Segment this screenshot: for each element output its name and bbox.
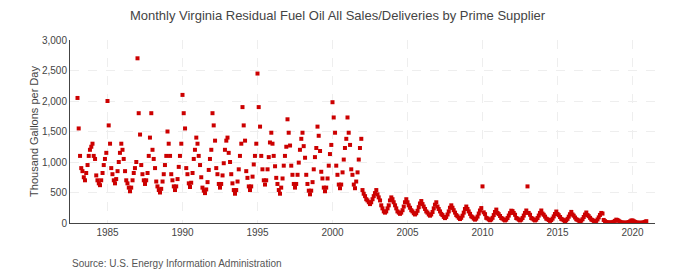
- svg-text:2005: 2005: [396, 227, 419, 238]
- svg-text:2,500: 2,500: [42, 65, 67, 76]
- svg-text:2,000: 2,000: [42, 96, 67, 107]
- svg-text:1995: 1995: [246, 227, 269, 238]
- svg-text:3,000: 3,000: [42, 35, 67, 46]
- svg-text:2015: 2015: [546, 227, 569, 238]
- svg-text:1985: 1985: [96, 227, 119, 238]
- svg-text:2010: 2010: [471, 227, 494, 238]
- svg-text:1,000: 1,000: [42, 157, 67, 168]
- svg-text:2020: 2020: [621, 227, 644, 238]
- svg-text:1,500: 1,500: [42, 126, 67, 137]
- svg-text:500: 500: [50, 187, 67, 198]
- svg-text:Thousand Gallons per Day: Thousand Gallons per Day: [28, 66, 40, 197]
- svg-text:Monthly Virginia Residual Fuel: Monthly Virginia Residual Fuel Oil All S…: [130, 8, 546, 23]
- svg-text:1990: 1990: [171, 227, 194, 238]
- svg-text:2000: 2000: [321, 227, 344, 238]
- svg-text:0: 0: [61, 218, 67, 229]
- svg-text:Source: U.S. Energy Informatio: Source: U.S. Energy Information Administ…: [72, 258, 282, 269]
